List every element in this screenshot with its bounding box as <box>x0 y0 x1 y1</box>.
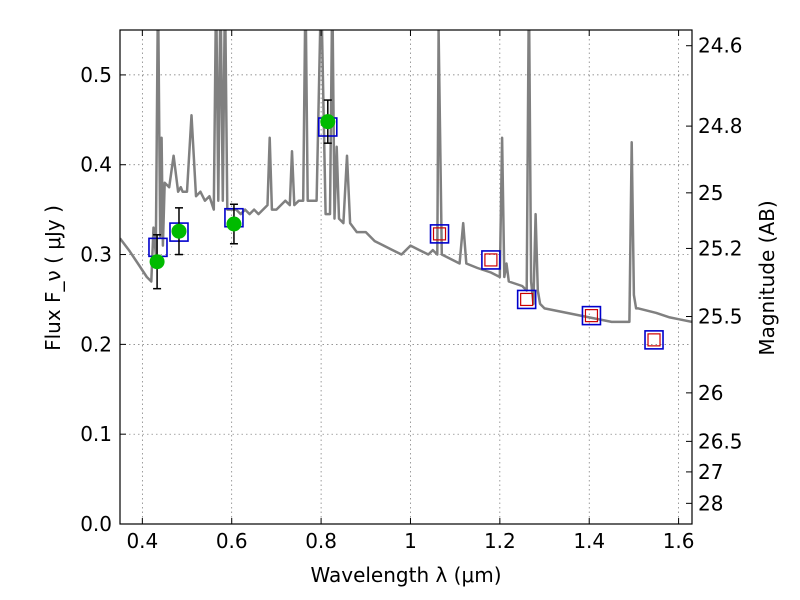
right-tick-label: 24.8 <box>698 114 743 138</box>
predicted-flux-square <box>520 292 534 307</box>
right-tick-label: 28 <box>698 491 723 515</box>
x-tick-label: 0.8 <box>305 529 337 553</box>
model-flux-square <box>481 250 501 270</box>
right-tick-label: 26.5 <box>698 429 743 453</box>
plot-frame <box>119 29 693 525</box>
y-tick-label: 0.2 <box>80 332 112 356</box>
y-tick-label: 0.3 <box>80 243 112 267</box>
model-flux-square <box>581 305 602 326</box>
x-axis-title: Wavelength λ (μm) <box>310 563 501 587</box>
right-tick-label: 24.6 <box>698 34 743 58</box>
axis-ticks: 0.4 0.6 0.8 1 1.2 1.4 1.6 0.0 0.1 0.2 0.3 0.4 0.5 24.… <box>80 30 743 553</box>
spectrum-line <box>120 30 692 324</box>
photometry-markers <box>148 99 664 350</box>
observed-flux-point <box>320 114 336 130</box>
predicted-flux-square <box>584 309 599 323</box>
right-tick-label: 25 <box>698 181 723 205</box>
x-tick-label: 1 <box>404 529 417 553</box>
grid-lines <box>120 30 692 525</box>
x-tick-label: 1.6 <box>663 529 695 553</box>
observed-flux-point <box>171 223 187 239</box>
y-tick-label: 0.5 <box>80 63 112 87</box>
y-tick-label: 0.1 <box>80 422 112 446</box>
observed-flux-point <box>226 216 242 232</box>
y-tick-label: 0.4 <box>80 153 112 177</box>
predicted-flux-square <box>484 253 498 267</box>
right-tick-label: 26 <box>698 381 723 405</box>
x-tick-label: 1.2 <box>484 529 516 553</box>
model-flux-square <box>516 289 537 310</box>
model-spectrum <box>120 30 692 324</box>
predicted-flux-square <box>647 333 661 347</box>
right-tick-label: 25.5 <box>698 305 743 329</box>
y-axis-title: Flux F_ν ( μJy ) <box>41 205 65 351</box>
right-tick-label: 25.2 <box>698 236 743 260</box>
x-tick-label: 1.4 <box>573 529 605 553</box>
y-tick-label: 0.0 <box>80 512 112 536</box>
x-tick-label: 0.6 <box>216 529 248 553</box>
predicted-flux-square <box>432 227 447 241</box>
model-flux-square <box>644 330 664 350</box>
right-tick-label: 27 <box>698 460 723 484</box>
observed-flux-point <box>149 254 165 270</box>
model-flux-square <box>429 224 450 244</box>
right-axis-title: Magnitude (AB) <box>755 200 779 355</box>
x-tick-label: 0.4 <box>126 529 158 553</box>
